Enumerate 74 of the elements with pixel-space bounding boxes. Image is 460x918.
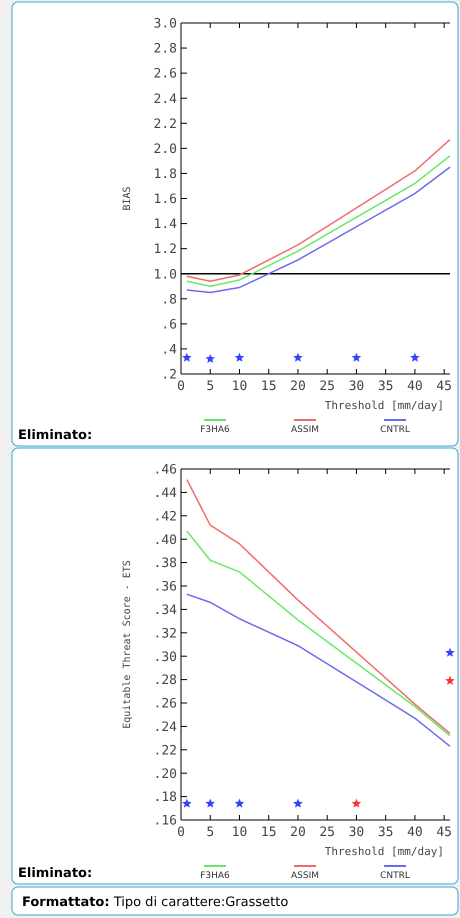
legend-label: F3HA6 (200, 425, 230, 435)
line-series (186, 478, 451, 734)
y-tick-label: .24 (154, 720, 178, 735)
y-tick-label: 1.2 (154, 242, 177, 258)
x-tick-label: 25 (319, 825, 336, 840)
y-axis-title: BIAS (122, 186, 133, 211)
x-axis-title: Threshold [mm/day] (324, 845, 444, 858)
x-tick-label: 45 (436, 825, 452, 840)
text: Eliminato: (18, 866, 92, 881)
y-tick-label: 2.6 (154, 66, 177, 82)
point (182, 798, 192, 808)
legend-label: F3HA6 (200, 871, 230, 881)
point (445, 676, 455, 685)
y-tick-label: .36 (154, 580, 177, 595)
x-tick-label: 45 (436, 379, 452, 394)
y-tick-label: 1.6 (154, 192, 177, 208)
y-tick-label: .42 (154, 509, 177, 524)
x-tick-label: 40 (407, 825, 423, 840)
y-tick-label: .28 (154, 673, 177, 688)
x-tick-label: 0 (177, 379, 185, 394)
line-series (186, 593, 451, 748)
x-tick-label: 5 (206, 825, 214, 840)
x-tick-label: 10 (232, 825, 248, 840)
x-axis-title: Threshold [mm/day] (324, 399, 444, 412)
legend-label: ASSIM (290, 871, 320, 881)
point (445, 648, 455, 657)
point (352, 798, 362, 808)
y-tick-label: .34 (154, 602, 178, 618)
y-tick-label: 1.0 (154, 267, 177, 282)
legend-label: CNTRL (380, 425, 410, 435)
x-tick-label: 15 (260, 379, 277, 394)
y-tick-label: 2.8 (154, 42, 177, 57)
x-tick-label: 25 (319, 379, 336, 394)
x-tick-label: 20 (290, 379, 306, 394)
y-tick-label: .32 (154, 626, 177, 642)
y-tick-label: 2.4 (154, 92, 178, 107)
y-tick-label: .8 (161, 292, 177, 308)
y-tick-label: .22 (154, 743, 177, 758)
y-tick-label: .46 (154, 462, 177, 478)
y-tick-label: .6 (161, 317, 177, 332)
x-tick-label: 30 (348, 825, 364, 840)
y-tick-label: .40 (154, 532, 177, 548)
y-tick-label: 1.8 (154, 166, 177, 182)
y-axis-title: Equitable Threat Score - ETS (122, 560, 133, 729)
y-tick-label: 3.0 (154, 16, 177, 32)
y-tick-label: .16 (154, 814, 177, 829)
y-tick-label: .30 (154, 650, 177, 665)
text: Formattato: Tipo di carattere:Grassetto (22, 895, 288, 910)
point (293, 798, 303, 808)
y-tick-label: 1.4 (154, 217, 178, 232)
point (234, 798, 244, 808)
x-tick-label: 5 (206, 379, 214, 394)
y-tick-label: .18 (154, 790, 177, 806)
y-tick-label: 2.2 (154, 116, 177, 132)
y-tick-label: .4 (161, 342, 178, 358)
y-tick-label: .20 (154, 766, 177, 782)
y-tick-label: .2 (161, 368, 177, 383)
legend-label: ASSIM (290, 425, 320, 435)
text: Eliminato: (18, 428, 92, 443)
y-tick-label: .44 (154, 486, 178, 501)
line-series (186, 530, 451, 737)
x-tick-label: 40 (407, 379, 423, 394)
x-tick-label: 10 (232, 379, 248, 394)
y-tick-label: .26 (154, 696, 177, 712)
x-tick-label: 20 (290, 825, 306, 840)
point (205, 798, 215, 808)
legend-label: CNTRL (380, 871, 410, 881)
x-tick-label: 35 (378, 379, 394, 394)
x-tick-label: 30 (348, 379, 364, 394)
y-tick-label: .38 (154, 556, 177, 572)
x-tick-label: 15 (260, 825, 277, 840)
x-tick-label: 0 (177, 825, 185, 840)
y-tick-label: 2.0 (154, 142, 177, 157)
x-tick-label: 35 (378, 825, 394, 840)
